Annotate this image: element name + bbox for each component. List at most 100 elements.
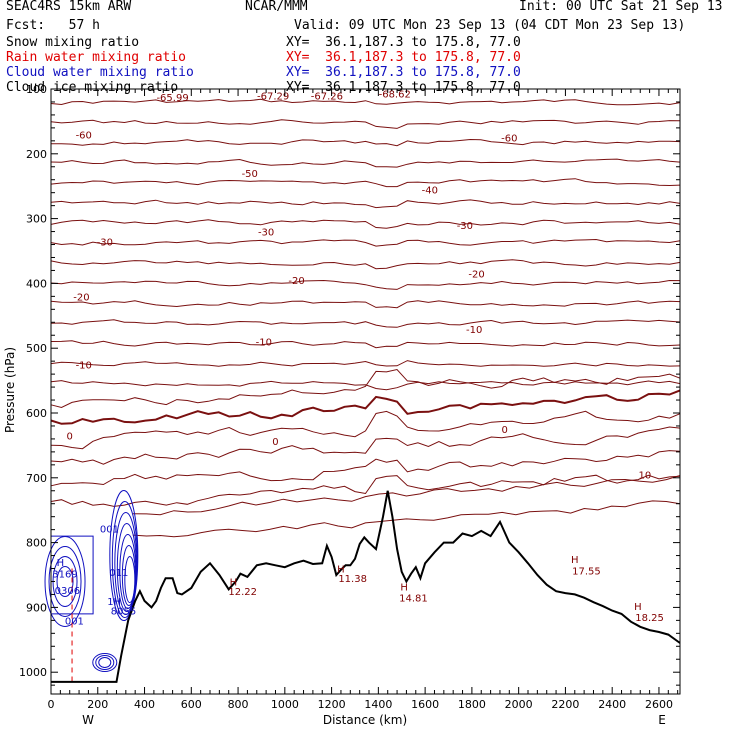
- x-axis-label: Distance (km): [323, 713, 407, 727]
- isotherm-line: [50, 300, 681, 309]
- isotherm-line: [50, 219, 681, 229]
- field-snow-xy: XY= 36.1,187.3 to 175.8, 77.0: [286, 35, 521, 50]
- isotherm-line: [50, 98, 681, 106]
- cloud-water-contour: [119, 534, 137, 610]
- cloud-water-contour: [95, 654, 115, 670]
- x-tick-label: 1600: [411, 698, 439, 711]
- y-tick-label: 300: [26, 213, 47, 226]
- extremum-label: 14.81: [399, 594, 428, 605]
- field-cloudice-name: Cloud ice mixing ratio: [6, 80, 179, 95]
- contour-label: 0: [67, 432, 73, 443]
- contour-label: -67.26: [311, 91, 343, 102]
- y-tick-label: 500: [26, 342, 47, 355]
- isotherm-line: [50, 138, 681, 147]
- contour-label: -65.99: [156, 93, 188, 104]
- isotherm-line: [50, 158, 681, 168]
- contour-label: -30: [97, 237, 113, 248]
- x-tick-label: 400: [134, 698, 155, 711]
- cloud-water-contour: [114, 512, 138, 616]
- contour-label: -20: [288, 276, 304, 287]
- extremum-label: 18.25: [635, 613, 664, 624]
- cloud-water-label: 011: [109, 568, 128, 579]
- cloud-water-label: H: [57, 558, 65, 569]
- x-tick-label: 0: [48, 698, 55, 711]
- cloud-water-contour: [92, 652, 118, 672]
- west-endpoint-label: W: [82, 713, 94, 727]
- isotherm-line-low: [132, 475, 681, 516]
- y-tick-label: 1000: [19, 666, 47, 679]
- valid-time: Valid: 09 UTC Mon 23 Sep 13 (04 CDT Mon …: [294, 18, 686, 33]
- cloud-water-label: 001: [65, 616, 84, 627]
- x-tick-label: 2000: [505, 698, 533, 711]
- east-endpoint-label: E: [658, 713, 666, 727]
- cloud-water-label: 8055: [111, 607, 136, 618]
- contour-label: -10: [256, 338, 272, 349]
- terrain-line: [51, 490, 681, 683]
- contour-label: -60: [501, 134, 517, 145]
- isotherm-line: [50, 368, 681, 409]
- isotherm-line: [50, 238, 681, 247]
- cloud-water-contour: [48, 545, 82, 617]
- isotherm-line: [50, 199, 681, 209]
- contour-labels: -65.99 -67.29 -67.26 -68.62 -60 -60 -50 -40 -30 -…: [52, 90, 664, 628]
- cloud-water-contour: [121, 545, 136, 607]
- cloud-water-label: 0306: [55, 586, 80, 597]
- x-tick-label: 2600: [645, 698, 673, 711]
- y-tick-label: 100: [26, 83, 47, 96]
- contour-label: 0: [501, 425, 507, 436]
- contour-label: -30: [258, 228, 274, 239]
- isotherm-line: [50, 389, 681, 425]
- x-tick-label: 1400: [364, 698, 392, 711]
- isotherm-line: [50, 178, 681, 188]
- contour-label: -30: [457, 221, 473, 232]
- source-label: NCAR/MMM: [245, 0, 308, 14]
- y-tick-label: 400: [26, 277, 47, 290]
- temperature-contours: [50, 98, 681, 538]
- x-tick-label: 1000: [271, 698, 299, 711]
- contour-label: -50: [242, 169, 258, 180]
- cloud-water-contour: [98, 656, 112, 668]
- cloud-water-label: 001: [100, 524, 119, 535]
- contour-label: -67.29: [257, 91, 289, 102]
- x-tick-label: 2400: [598, 698, 626, 711]
- contour-label: -10: [466, 325, 482, 336]
- axes: 0 200 400 600 800 1000 1200 1400 1600 1800 2000 220…: [19, 83, 680, 711]
- y-tick-label: 900: [26, 601, 47, 614]
- contour-label: -68.62: [379, 90, 411, 101]
- extremum-label: H: [571, 555, 579, 566]
- field-rain-name: Rain water mixing ratio: [6, 50, 187, 65]
- field-cloudice-xy: XY= 36.1,187.3 to 175.8, 77.0: [286, 80, 521, 95]
- cloud-water-label: 1H: [107, 597, 121, 608]
- isotherm-line: [50, 380, 681, 391]
- model-title: SEAC4RS 15km ARW: [6, 0, 132, 14]
- init-time: Init: 00 UTC Sat 21 Sep 13: [519, 0, 723, 14]
- x-tick-label: 600: [181, 698, 202, 711]
- contour-label: -20: [73, 292, 89, 303]
- isotherm-line: [50, 426, 681, 465]
- isotherm-line-low: [132, 500, 681, 538]
- extremum-label: H: [400, 583, 408, 594]
- plot-frame: [50, 88, 681, 695]
- contour-label: -40: [422, 185, 438, 196]
- y-axis-label: Pressure (hPa): [3, 347, 17, 433]
- cloud-water-label: 3169: [52, 570, 77, 581]
- cloud-water-contours: [44, 490, 139, 682]
- isotherm-line: [50, 319, 681, 328]
- x-tick-label: 2200: [551, 698, 579, 711]
- extremum-label: 11.38: [338, 574, 367, 585]
- terrain: [51, 490, 681, 683]
- extremum-label: 17.55: [572, 566, 601, 577]
- isotherm-line: [50, 340, 681, 349]
- y-tick-label: 200: [26, 148, 47, 161]
- forecast-hour: Fcst: 57 h: [6, 18, 100, 33]
- isotherm-line: [50, 279, 681, 290]
- x-tick-label: 1800: [458, 698, 486, 711]
- isotherm-line: [50, 119, 681, 129]
- field-rain-xy: XY= 36.1,187.3 to 175.8, 77.0: [286, 50, 521, 65]
- y-tick-label: 800: [26, 537, 47, 550]
- x-tick-label: 800: [228, 698, 249, 711]
- field-cloudwater-xy: XY= 36.1,187.3 to 175.8, 77.0: [286, 65, 521, 80]
- y-tick-label: 700: [26, 472, 47, 485]
- isotherm-line: [50, 259, 681, 270]
